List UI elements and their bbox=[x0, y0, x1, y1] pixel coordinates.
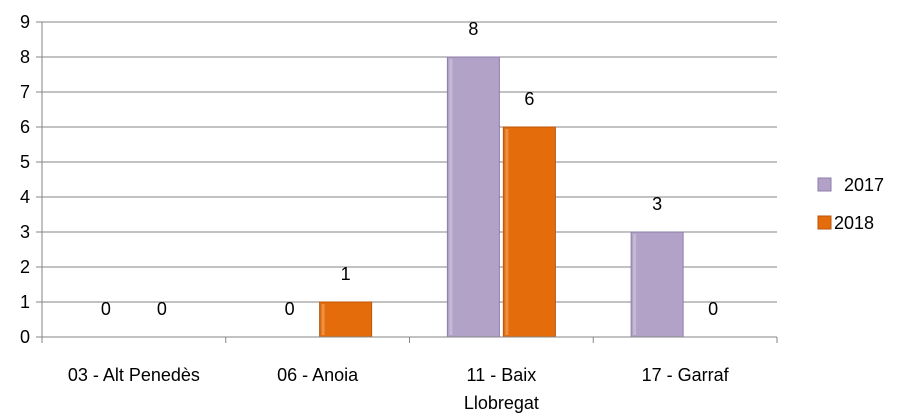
bar-highlight bbox=[321, 304, 325, 335]
data-label-2017-3: 3 bbox=[652, 194, 662, 214]
x-category-label: 17 - Garraf bbox=[642, 365, 730, 385]
x-category-label: 06 - Anoia bbox=[277, 365, 359, 385]
legend-swatch-2018 bbox=[817, 215, 832, 230]
legend: 2017 2018 bbox=[817, 175, 884, 233]
data-label-2018-3: 0 bbox=[708, 299, 718, 319]
x-axis: 03 - Alt Penedès 06 - Anoia 11 - Baix Llobr… bbox=[41, 336, 778, 413]
bar-2017-2 bbox=[446, 56, 500, 338]
y-tick-label: 4 bbox=[20, 187, 30, 207]
legend-label-2017: 2017 bbox=[844, 175, 884, 195]
bar-highlight bbox=[633, 234, 637, 335]
y-tick-label: 5 bbox=[20, 152, 30, 172]
y-tick-label: 6 bbox=[20, 117, 30, 137]
bar-highlight bbox=[505, 129, 509, 335]
bar-2018-1 bbox=[319, 301, 373, 338]
x-category-label-line: 06 - Anoia bbox=[277, 365, 359, 385]
y-tick-label: 7 bbox=[20, 82, 30, 102]
bar-2017-3 bbox=[630, 231, 684, 338]
data-label-2018-1: 1 bbox=[341, 264, 351, 284]
y-tick-label: 0 bbox=[20, 327, 30, 347]
y-axis: 0 1 2 3 4 5 6 7 8 9 bbox=[20, 12, 43, 347]
x-category-label-line: 03 - Alt Penedès bbox=[68, 365, 200, 385]
legend-label-2018: 2018 bbox=[834, 213, 874, 233]
bars bbox=[319, 56, 684, 338]
gridlines bbox=[42, 21, 777, 303]
data-label-2017-2: 8 bbox=[468, 19, 478, 39]
y-tick-label: 1 bbox=[20, 292, 30, 312]
x-category-label: 03 - Alt Penedès bbox=[68, 365, 200, 385]
y-tick-label: 3 bbox=[20, 222, 30, 242]
y-tick-label: 8 bbox=[20, 47, 30, 67]
legend-swatch-2017 bbox=[817, 177, 832, 192]
data-label-2018-2: 6 bbox=[524, 89, 534, 109]
y-tick-label: 2 bbox=[20, 257, 30, 277]
x-category-label: 11 - Baix Llobregat bbox=[464, 365, 539, 413]
x-category-label-line: 11 - Baix bbox=[467, 365, 537, 385]
data-label-2018-0: 0 bbox=[157, 299, 167, 319]
data-labels: 0 0 0 1 8 6 3 0 bbox=[101, 19, 718, 319]
bar-highlight bbox=[449, 59, 453, 335]
bar-2018-2 bbox=[502, 126, 556, 338]
data-label-2017-1: 0 bbox=[285, 299, 295, 319]
y-tick-label: 9 bbox=[20, 12, 30, 32]
x-category-label-line: Llobregat bbox=[464, 393, 539, 413]
x-category-label-line: 17 - Garraf bbox=[642, 365, 730, 385]
data-label-2017-0: 0 bbox=[101, 299, 111, 319]
